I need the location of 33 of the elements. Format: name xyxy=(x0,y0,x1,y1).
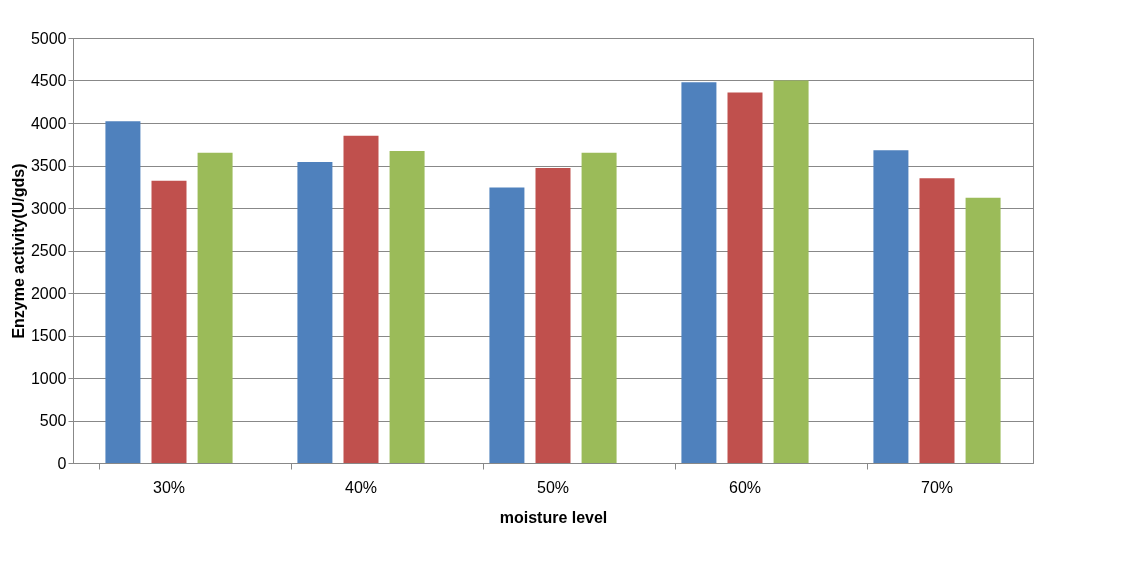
x-tick-label: 50% xyxy=(536,478,570,496)
bar xyxy=(681,82,717,463)
bar xyxy=(151,180,187,463)
bar xyxy=(727,92,763,463)
y-tick-label: 3500 xyxy=(30,157,67,174)
y-axis-title: Enzyme activity(U/gds) xyxy=(9,163,27,339)
x-tick-label: 60% xyxy=(728,478,762,496)
bar xyxy=(965,197,1001,463)
bar xyxy=(105,121,141,463)
y-tick-label: 0 xyxy=(57,454,67,472)
bar xyxy=(873,150,909,463)
bar xyxy=(343,135,379,463)
bar xyxy=(489,187,525,463)
y-tick-label: 2000 xyxy=(30,284,67,302)
bar xyxy=(197,152,233,463)
y-tick-label: 500 xyxy=(39,412,67,429)
bar xyxy=(389,151,425,463)
bar xyxy=(297,162,333,463)
bar xyxy=(581,152,617,463)
y-tick-label: 1500 xyxy=(30,327,67,344)
y-tick-label: 5000 xyxy=(30,29,67,47)
y-tick-label: 3000 xyxy=(30,199,67,217)
x-tick-label: 70% xyxy=(920,478,954,496)
x-axis-title: moisture level xyxy=(499,508,608,526)
y-tick-label: 4000 xyxy=(30,114,67,132)
bar xyxy=(535,168,571,463)
bar xyxy=(919,178,955,463)
x-tick-label: 40% xyxy=(344,478,378,496)
bar xyxy=(773,80,809,463)
y-tick-label: 2500 xyxy=(30,242,67,259)
x-tick-label: 30% xyxy=(152,478,186,496)
y-tick-label: 4500 xyxy=(30,72,67,89)
y-tick-label: 1000 xyxy=(30,369,67,387)
